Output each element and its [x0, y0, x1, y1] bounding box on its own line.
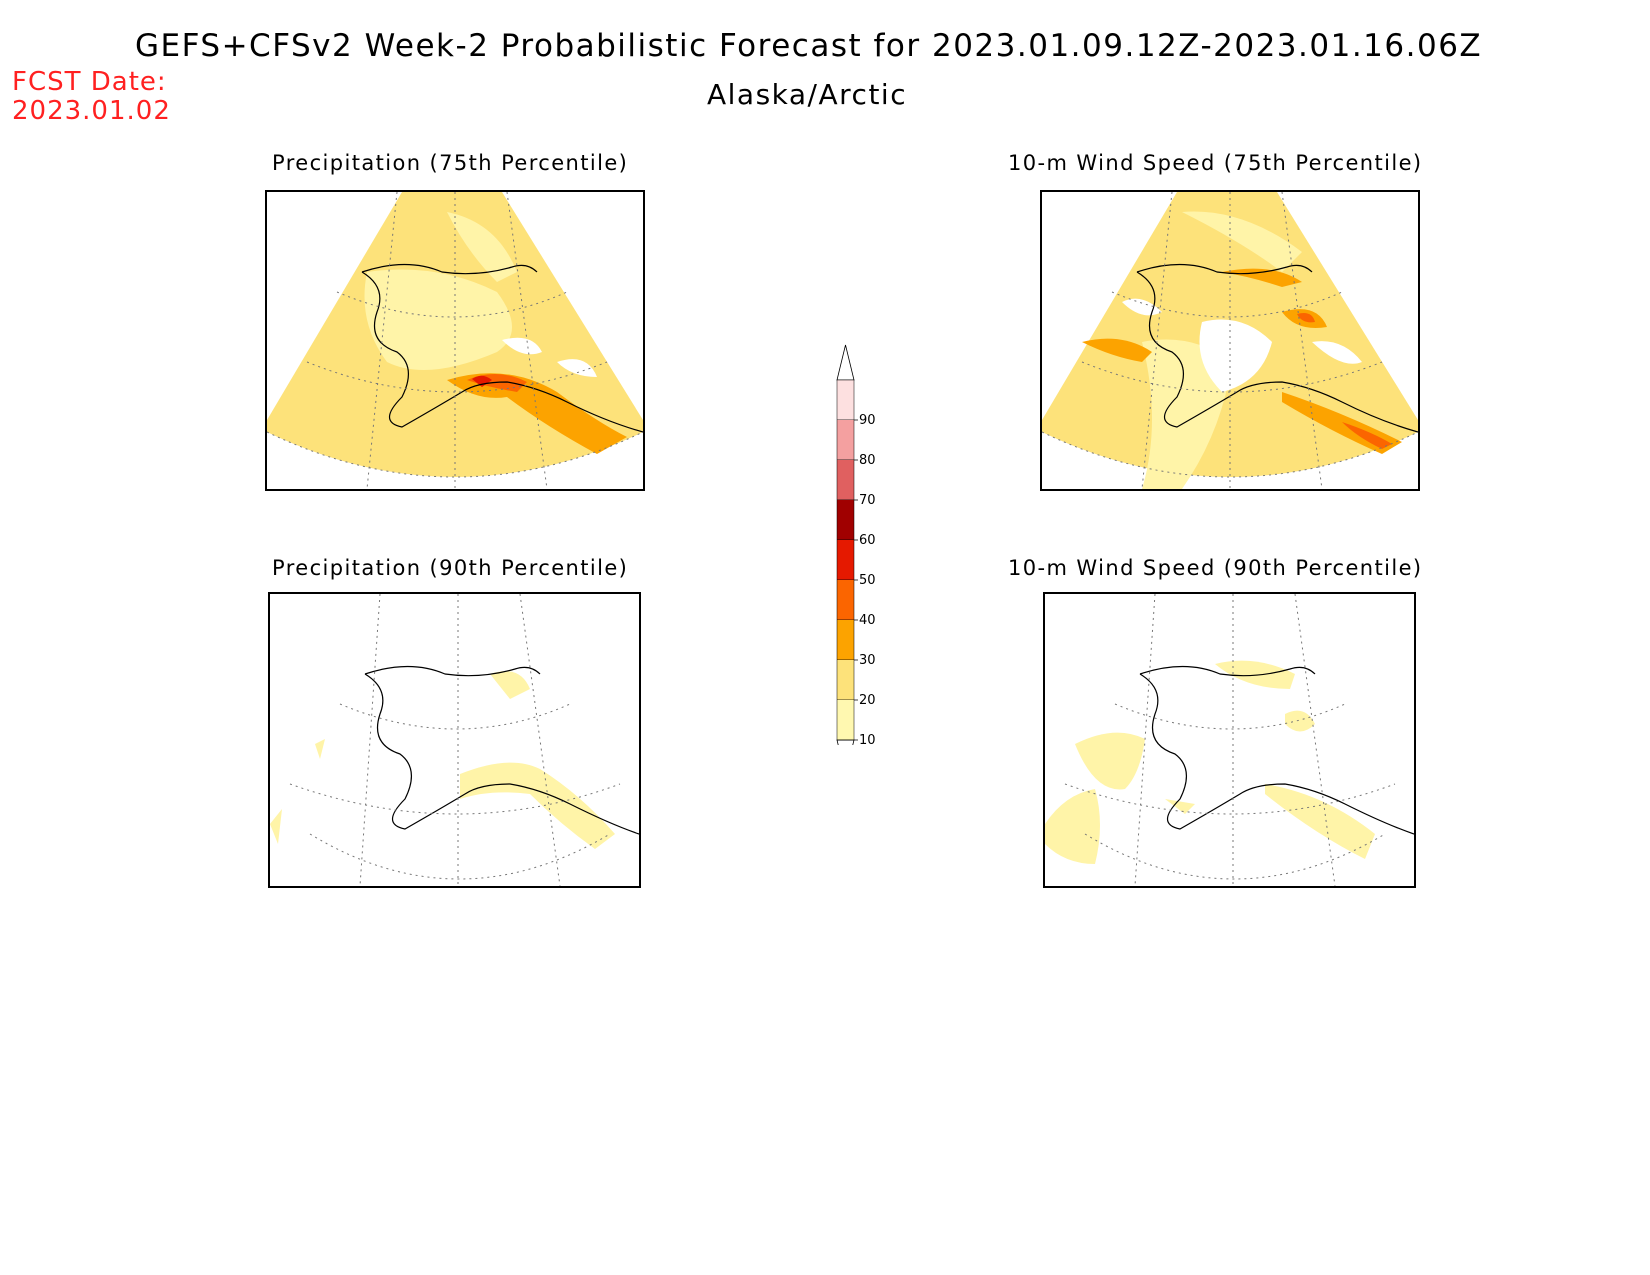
panel-title-wind-90: 10-m Wind Speed (90th Percentile) [1008, 556, 1423, 580]
coastline [1136, 271, 1418, 433]
coastline [364, 673, 639, 835]
forecast-date-label: FCST Date: [12, 67, 167, 97]
colorbar-tick-label-70: 70 [859, 493, 876, 508]
coastline [1136, 263, 1313, 275]
graticule [267, 291, 643, 478]
map-fill-yellow [315, 739, 325, 759]
map-fill-light [447, 212, 517, 282]
colorbar-tick-label-90: 90 [859, 413, 876, 428]
map-fill-white [1312, 341, 1362, 364]
map-fill-white [502, 337, 542, 355]
map-fill-orange [1082, 338, 1152, 362]
coastline [1139, 673, 1414, 835]
colorbar-segment-10 [837, 700, 854, 740]
map-precip-90 [268, 592, 641, 888]
coastline [361, 263, 538, 275]
colorbar-segment-30 [837, 620, 854, 660]
colorbar: 90 80 70 60 50 40 30 20 10 [820, 335, 900, 776]
colorbar-tick-label-10: 10 [859, 733, 876, 745]
colorbar-tick-label-50: 50 [859, 573, 876, 588]
map-wind-75 [1040, 190, 1420, 491]
map-fill-white [557, 359, 597, 377]
graticule [1042, 291, 1418, 478]
map-fill-dark [1297, 313, 1315, 323]
colorbar-tick-label-60: 60 [859, 533, 876, 548]
panel-title-wind-75: 10-m Wind Speed (75th Percentile) [1008, 151, 1423, 175]
map-fill-white [1199, 319, 1272, 392]
map-precip-75 [265, 190, 645, 491]
colorbar-segment-40 [837, 580, 854, 620]
graticule [1064, 703, 1396, 880]
colorbar-top-tip [836, 344, 855, 381]
colorbar-segment-70 [837, 460, 854, 500]
map-fill-light [364, 269, 512, 370]
map-fill-yellow [1165, 799, 1195, 814]
forecast-date-value: 2023.01.02 [12, 96, 171, 126]
map-fill-yellow [270, 809, 282, 844]
colorbar-tick-label-20: 20 [859, 693, 876, 708]
graticule [1134, 594, 1336, 886]
forecast-date-block: FCST Date: 2023.01.02 [12, 68, 171, 126]
colorbar-segment-80 [837, 420, 854, 460]
graticule [289, 703, 621, 880]
colorbar-segment-20 [837, 660, 854, 700]
map-fill-yellow [460, 762, 615, 849]
colorbar-bottom-tip [836, 739, 855, 776]
graticule [1141, 192, 1323, 489]
colorbar-tick-label-40: 40 [859, 613, 876, 628]
graticule [366, 192, 548, 489]
map-fill-light [1182, 211, 1302, 272]
map-wind-90 [1043, 592, 1416, 888]
map-fill-yellow [1285, 710, 1315, 732]
panel-title-precip-75: Precipitation (75th Percentile) [272, 151, 629, 175]
map-fill-yellow [1075, 732, 1145, 790]
panel-title-precip-90: Precipitation (90th Percentile) [272, 556, 629, 580]
colorbar-segment-60 [837, 500, 854, 540]
map-fill-light [1142, 339, 1232, 489]
region-label: Alaska/Arctic [707, 78, 908, 111]
map-fill-darkest [472, 375, 492, 387]
map-fill-yellow [1265, 784, 1375, 859]
graticule [359, 594, 561, 886]
colorbar-svg: 90 80 70 60 50 40 30 20 10 [836, 344, 876, 776]
map-fill-yellow [1045, 789, 1100, 864]
main-title: GEFS+CFSv2 Week-2 Probabilistic Forecast… [135, 28, 1483, 64]
colorbar-tick-label-30: 30 [859, 653, 876, 668]
colorbar-segment-90 [837, 380, 854, 420]
coastline [364, 665, 541, 677]
colorbar-tick-label-80: 80 [859, 453, 876, 468]
colorbar-frame [836, 379, 855, 741]
map-fill-dark [1342, 422, 1392, 449]
coastline [1139, 665, 1316, 677]
coastline [361, 271, 643, 433]
colorbar-segment-50 [837, 540, 854, 580]
map-fill-yellow [490, 671, 530, 699]
